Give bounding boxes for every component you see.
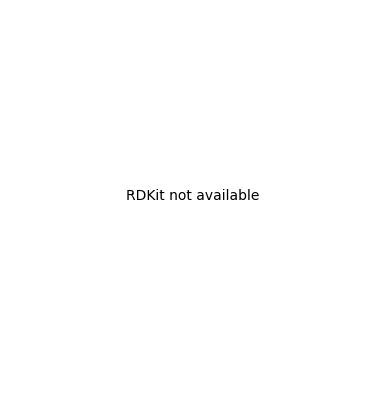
Text: RDKit not available: RDKit not available bbox=[126, 189, 259, 204]
